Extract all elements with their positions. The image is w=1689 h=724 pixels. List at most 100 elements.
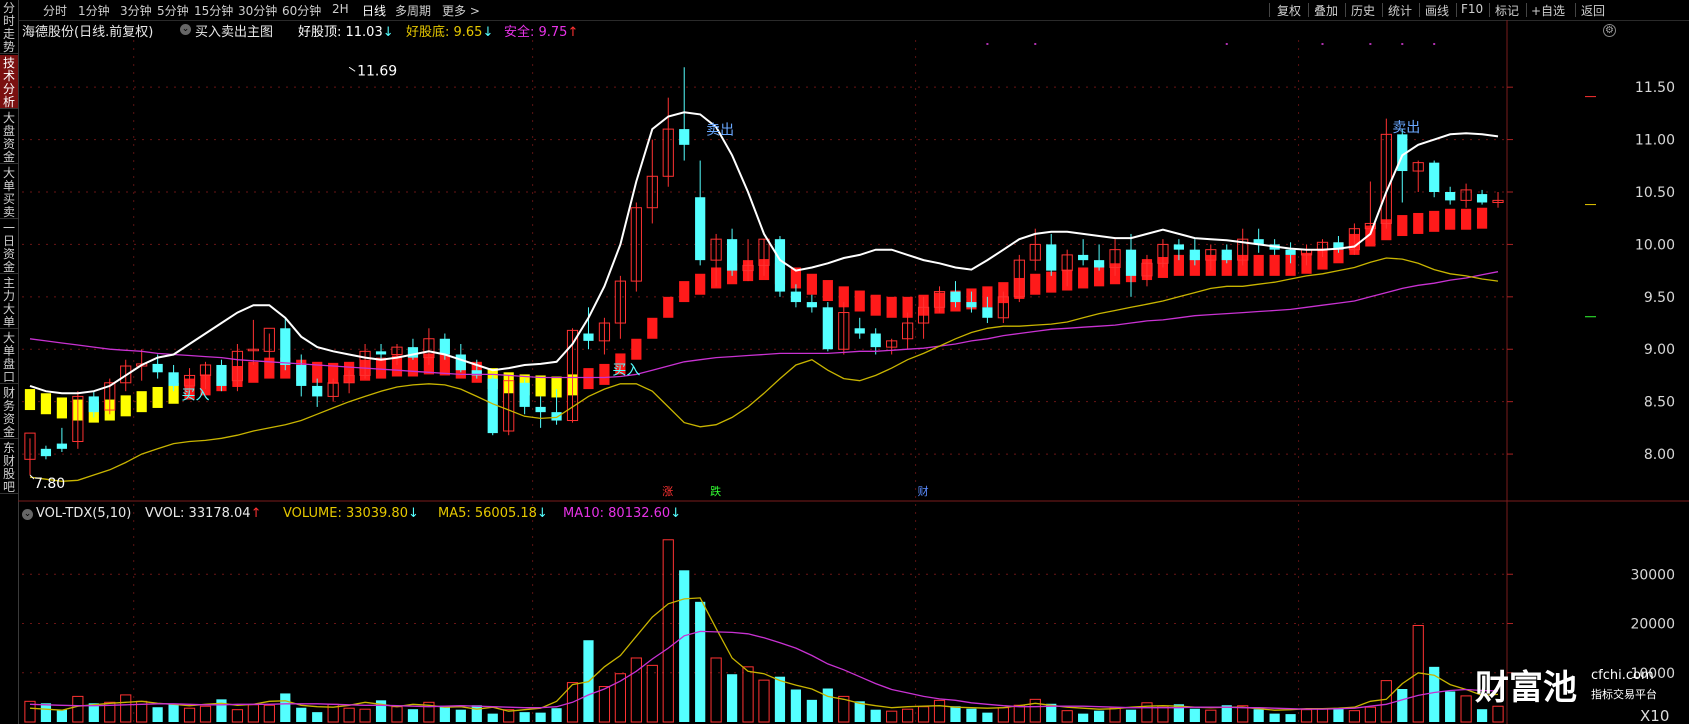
volume-tick-label: 30000 [1630, 567, 1675, 583]
trend-band-block [375, 357, 387, 379]
volume-bar-up [997, 707, 1009, 723]
tool-add-watchlist[interactable]: +自选 [1531, 4, 1566, 18]
candle-body-up [231, 350, 244, 382]
period-1min[interactable]: 1分钟 [78, 4, 110, 18]
period-more[interactable]: 更多 > [442, 4, 480, 18]
trend-band-block [56, 397, 67, 419]
volume-tick-label: 10000 [1630, 666, 1675, 682]
trend-band-block [1413, 212, 1424, 234]
max-price-label: 11.69 [357, 63, 397, 79]
candle-body-down [439, 338, 450, 355]
trend-band-block [870, 294, 881, 316]
tab-market-funds[interactable]: 大盘资金 [0, 110, 18, 164]
trend-band-block [679, 281, 690, 303]
trend-band-block [1253, 254, 1264, 276]
tab-technical[interactable]: 技术分析 [0, 55, 18, 109]
trend-band-block [838, 286, 849, 308]
candle-body-down [375, 351, 387, 355]
candle-body-down [790, 291, 802, 303]
period-multi[interactable]: 多周期 [395, 4, 432, 18]
volume-bar-down [679, 570, 690, 722]
tool-f10[interactable]: F10 [1461, 2, 1484, 16]
settings-icon[interactable]: ⚙ [1603, 24, 1616, 37]
tool-mark[interactable]: 标记 [1495, 4, 1520, 18]
safe-line [29, 271, 1499, 379]
volume-bar-down [216, 699, 227, 722]
volume-bar-down [695, 601, 706, 722]
trend-band-block [120, 395, 131, 417]
volume-bar-down [88, 703, 99, 722]
volume-bar-up [1300, 709, 1313, 723]
candle-body-down [1397, 134, 1408, 172]
top-line [29, 111, 1499, 395]
tab-main-big[interactable]: 主力大单 [0, 275, 18, 329]
volume-bar-down [1429, 666, 1440, 722]
candle-body-down [1445, 192, 1456, 201]
volume-bar-down [1189, 708, 1200, 722]
candle-body-down [1429, 162, 1440, 192]
sell-signal-label: 卖出 [1392, 120, 1420, 136]
tab-forum[interactable]: 东财股吧 [0, 440, 18, 494]
period-2h[interactable]: 2H [332, 2, 349, 16]
vol-indicator-name[interactable]: VOL-TDX(5,10) [36, 506, 132, 521]
period-5min[interactable]: 5分钟 [157, 4, 189, 18]
tool-stats[interactable]: 统计 [1388, 4, 1413, 18]
volume-bar-down [966, 708, 977, 722]
volume-bar-down [982, 712, 993, 722]
candle-body-up [423, 338, 435, 359]
tab-finance-funds[interactable]: 财务资金 [0, 385, 18, 439]
candle-body-up [1157, 243, 1169, 264]
svg-text:财富池: 财富池 [1475, 668, 1577, 708]
trend-band-block [1093, 265, 1105, 287]
volume-bar-up [199, 705, 212, 723]
volume-bar-up [758, 679, 770, 723]
candle-body-up [120, 365, 132, 384]
volume-bar-up [1061, 710, 1073, 723]
trend-band-block [583, 368, 594, 390]
candle-body-up [614, 280, 626, 324]
trend-band-block [615, 353, 626, 375]
period-fenshi[interactable]: 分时 [43, 4, 68, 18]
trend-band-block [248, 361, 259, 383]
candle-body-down [1093, 260, 1105, 268]
trend-band-block [695, 273, 706, 295]
tool-adjust[interactable]: 复权 [1277, 4, 1302, 18]
top-dot-marker [1369, 43, 1372, 45]
period-30min[interactable]: 30分钟 [238, 4, 278, 18]
volume-bar-down [1476, 709, 1488, 722]
left-tab-rail: 分时走势 技术分析 大盘资金 大单买卖 一日资金 主力大单 大单盘口 财务资金 … [0, 0, 19, 724]
tab-big-orders[interactable]: 大单买卖 [0, 165, 18, 219]
tab-big-book[interactable]: 大单盘口 [0, 330, 18, 384]
volume-bar-down [439, 705, 450, 722]
chevron-down-icon[interactable]: ⌄ [180, 24, 191, 35]
sell-signal-label: 卖出 [706, 122, 734, 138]
period-3min[interactable]: 3分钟 [120, 4, 152, 18]
trend-band-block [136, 391, 147, 413]
candle-body-up [1492, 199, 1504, 203]
candle-body-up [1029, 243, 1041, 261]
chevron-down-icon[interactable]: ⌄ [22, 509, 33, 520]
period-60min[interactable]: 60分钟 [282, 4, 322, 18]
candle-body-up [758, 238, 770, 266]
candle-body-up [391, 346, 403, 355]
tool-overlay[interactable]: 叠加 [1314, 4, 1339, 18]
period-daily[interactable]: 日线 [362, 4, 387, 18]
tab-fenshi[interactable]: 分时走势 [0, 0, 18, 54]
volume-bar-up [566, 682, 579, 723]
candle-body-down [695, 197, 706, 261]
period-15min[interactable]: 15分钟 [194, 4, 234, 18]
tool-back[interactable]: 返回 [1581, 4, 1606, 18]
top-dot-marker [1225, 43, 1228, 45]
tab-day-funds[interactable]: 一日资金 [0, 220, 18, 274]
candle-body-up [1348, 228, 1361, 251]
candle-body-down [535, 406, 546, 413]
indicator-name[interactable]: 买入卖出主图 [195, 25, 274, 40]
candle-body-down [1046, 244, 1057, 271]
tool-draw[interactable]: 画线 [1425, 4, 1450, 18]
top-value: 好股顶: 11.03↓ [298, 25, 394, 40]
volume-bar-down [40, 703, 52, 722]
volume-bar-down [1046, 703, 1057, 722]
tool-history[interactable]: 历史 [1351, 4, 1376, 18]
trend-band-block [1445, 208, 1456, 230]
